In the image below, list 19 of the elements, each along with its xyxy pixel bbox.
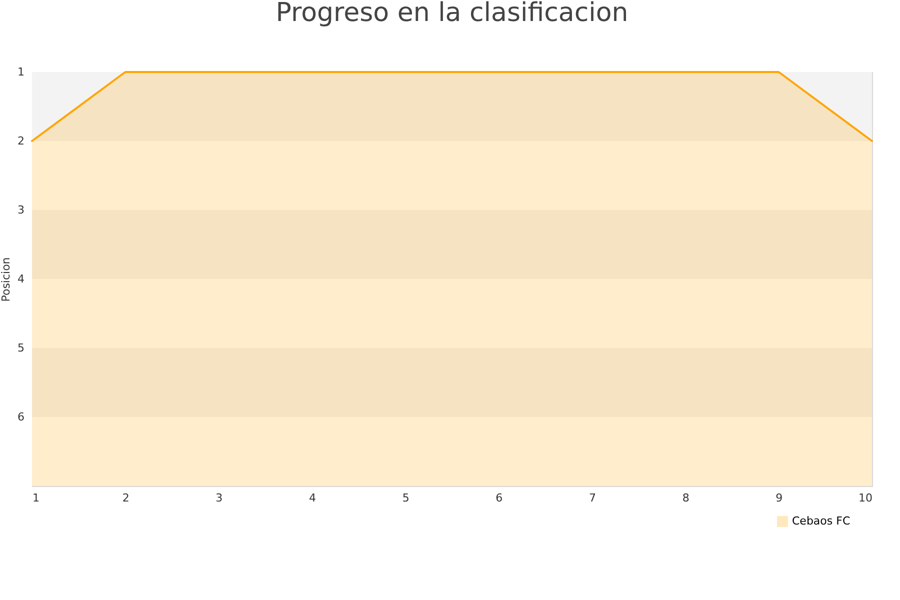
y-tick-label: 4	[18, 272, 24, 286]
y-tick-label: 3	[18, 204, 24, 216]
y-tick-label: 6	[18, 410, 24, 424]
x-tick-label: 2	[122, 492, 130, 504]
x-tick-label: 7	[589, 492, 596, 504]
y-tick-label: 1	[18, 66, 24, 78]
legend-label: Cebaos FC	[792, 514, 850, 528]
x-tick-label: 3	[216, 492, 223, 504]
x-tick-label: 10	[858, 492, 872, 504]
x-tick-label: 4	[309, 492, 316, 504]
chart-title: Progreso en la clasificacion	[276, 0, 628, 28]
y-tick-label: 5	[18, 342, 24, 354]
y-tick-label: 2	[18, 134, 24, 148]
y-axis-title: Posicion	[0, 257, 12, 302]
x-tick-label: 6	[496, 492, 503, 504]
x-tick-label: 8	[682, 492, 690, 504]
x-tick-label: 5	[402, 492, 410, 504]
x-tick-label: 1	[32, 492, 40, 504]
x-tick-label: 9	[776, 492, 783, 504]
